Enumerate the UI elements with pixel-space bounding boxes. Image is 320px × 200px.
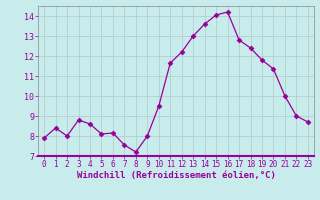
X-axis label: Windchill (Refroidissement éolien,°C): Windchill (Refroidissement éolien,°C) (76, 171, 276, 180)
